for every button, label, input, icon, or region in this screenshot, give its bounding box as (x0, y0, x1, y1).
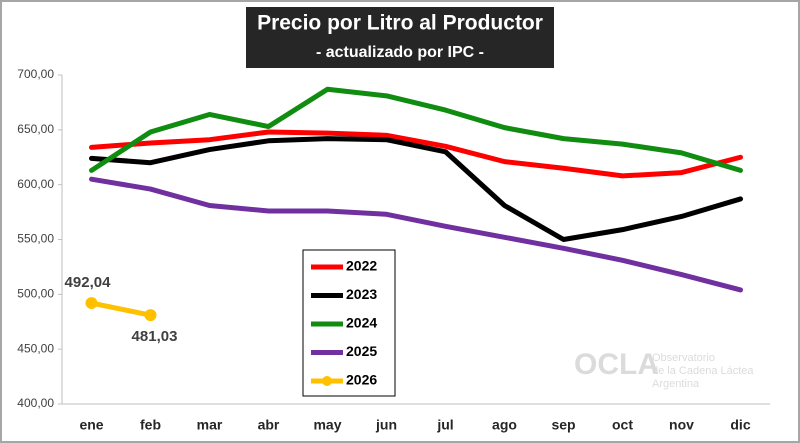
x-tick-label: ago (492, 417, 517, 433)
y-tick-label: 450,00 (17, 341, 54, 355)
x-tick-label: feb (140, 417, 161, 433)
legend-label: 2025 (346, 343, 377, 359)
chart-title: Precio por Litro al Productor (257, 12, 543, 35)
y-tick-label: 500,00 (17, 287, 54, 301)
legend-marker (322, 376, 332, 386)
value-label: 492,04 (65, 274, 112, 291)
x-tick-label: oct (612, 417, 633, 433)
x-tick-label: jun (375, 417, 397, 433)
x-tick-label: nov (669, 417, 694, 433)
x-tick-label: may (313, 417, 341, 433)
y-tick-label: 700,00 (17, 67, 54, 81)
series-line (89, 136, 743, 242)
chart-subtitle: - actualizado por IPC - (316, 44, 484, 61)
x-tick-label: dic (730, 417, 750, 433)
y-tick-label: 400,00 (17, 396, 54, 410)
x-tick-label: sep (551, 417, 575, 433)
legend-label: 2023 (346, 286, 377, 302)
series-line (89, 86, 743, 173)
x-tick-label: abr (258, 417, 280, 433)
watermark-logo: OCLA (574, 348, 659, 381)
watermark: OCLA Observatorio de la Cadena Láctea Ar… (574, 348, 754, 390)
legend-label: 2026 (346, 372, 377, 388)
title-box (246, 7, 554, 68)
legend-label: 2022 (346, 258, 377, 274)
y-tick-label: 650,00 (17, 122, 54, 136)
x-tick-label: mar (197, 417, 223, 433)
x-tick-label: ene (79, 417, 103, 433)
point (85, 297, 98, 310)
series-line (89, 129, 743, 179)
watermark-text: Observatorio (652, 352, 715, 364)
value-label: 481,03 (132, 328, 178, 345)
y-tick-label: 600,00 (17, 177, 54, 191)
x-tick-label: jul (436, 417, 453, 433)
legend-label: 2024 (346, 315, 377, 331)
y-tick-label: 550,00 (17, 232, 54, 246)
point (144, 309, 157, 322)
legend: 2022 2023 2024 2025 2026 (302, 249, 396, 397)
watermark-text: Argentina (652, 378, 700, 390)
series-line (89, 300, 153, 318)
watermark-text: de la Cadena Láctea (652, 365, 754, 377)
series-line (89, 176, 743, 293)
